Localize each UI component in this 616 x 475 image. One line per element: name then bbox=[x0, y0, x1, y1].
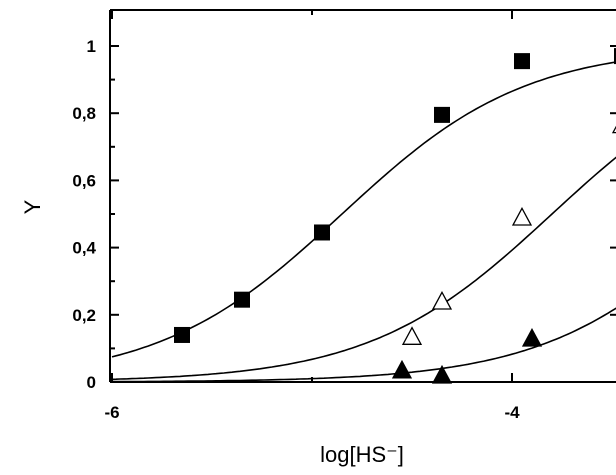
y-tick-label: 0 bbox=[87, 373, 96, 392]
y-tick-label: 0,6 bbox=[72, 171, 96, 190]
data-point-square bbox=[614, 48, 616, 65]
y-tick-label: 1 bbox=[87, 37, 96, 56]
data-point-square bbox=[314, 224, 330, 241]
data-point-square bbox=[434, 106, 450, 123]
fit-curve bbox=[112, 307, 616, 383]
fit-curve bbox=[111, 61, 616, 358]
y-tick-label: 0,2 bbox=[72, 306, 96, 325]
data-markers bbox=[174, 48, 616, 384]
data-point-square bbox=[234, 291, 250, 308]
data-point-open-triangle bbox=[401, 326, 423, 345]
axes bbox=[109, 9, 616, 383]
data-point-open-triangle bbox=[431, 290, 453, 310]
data-point-square bbox=[514, 53, 530, 70]
x-axis-title: log[HS⁻] bbox=[320, 442, 404, 467]
fit-curves bbox=[111, 61, 616, 383]
ticks: 00,20,40,60,81-6-4-2 bbox=[72, 10, 616, 422]
x-tick-label: -4 bbox=[504, 403, 520, 422]
y-axis-title: Y bbox=[20, 199, 45, 214]
fit-curve bbox=[111, 156, 616, 381]
data-point-open-triangle bbox=[611, 125, 616, 134]
data-point-open-triangle bbox=[511, 206, 533, 226]
y-tick-label: 0,4 bbox=[72, 239, 96, 258]
x-tick-label: -6 bbox=[104, 403, 119, 422]
data-point-filled-triangle bbox=[391, 359, 413, 379]
data-point-filled-triangle bbox=[521, 327, 543, 347]
data-point-square bbox=[174, 326, 190, 343]
y-tick-label: 0,8 bbox=[72, 104, 96, 123]
data-point-filled-triangle bbox=[431, 364, 453, 384]
